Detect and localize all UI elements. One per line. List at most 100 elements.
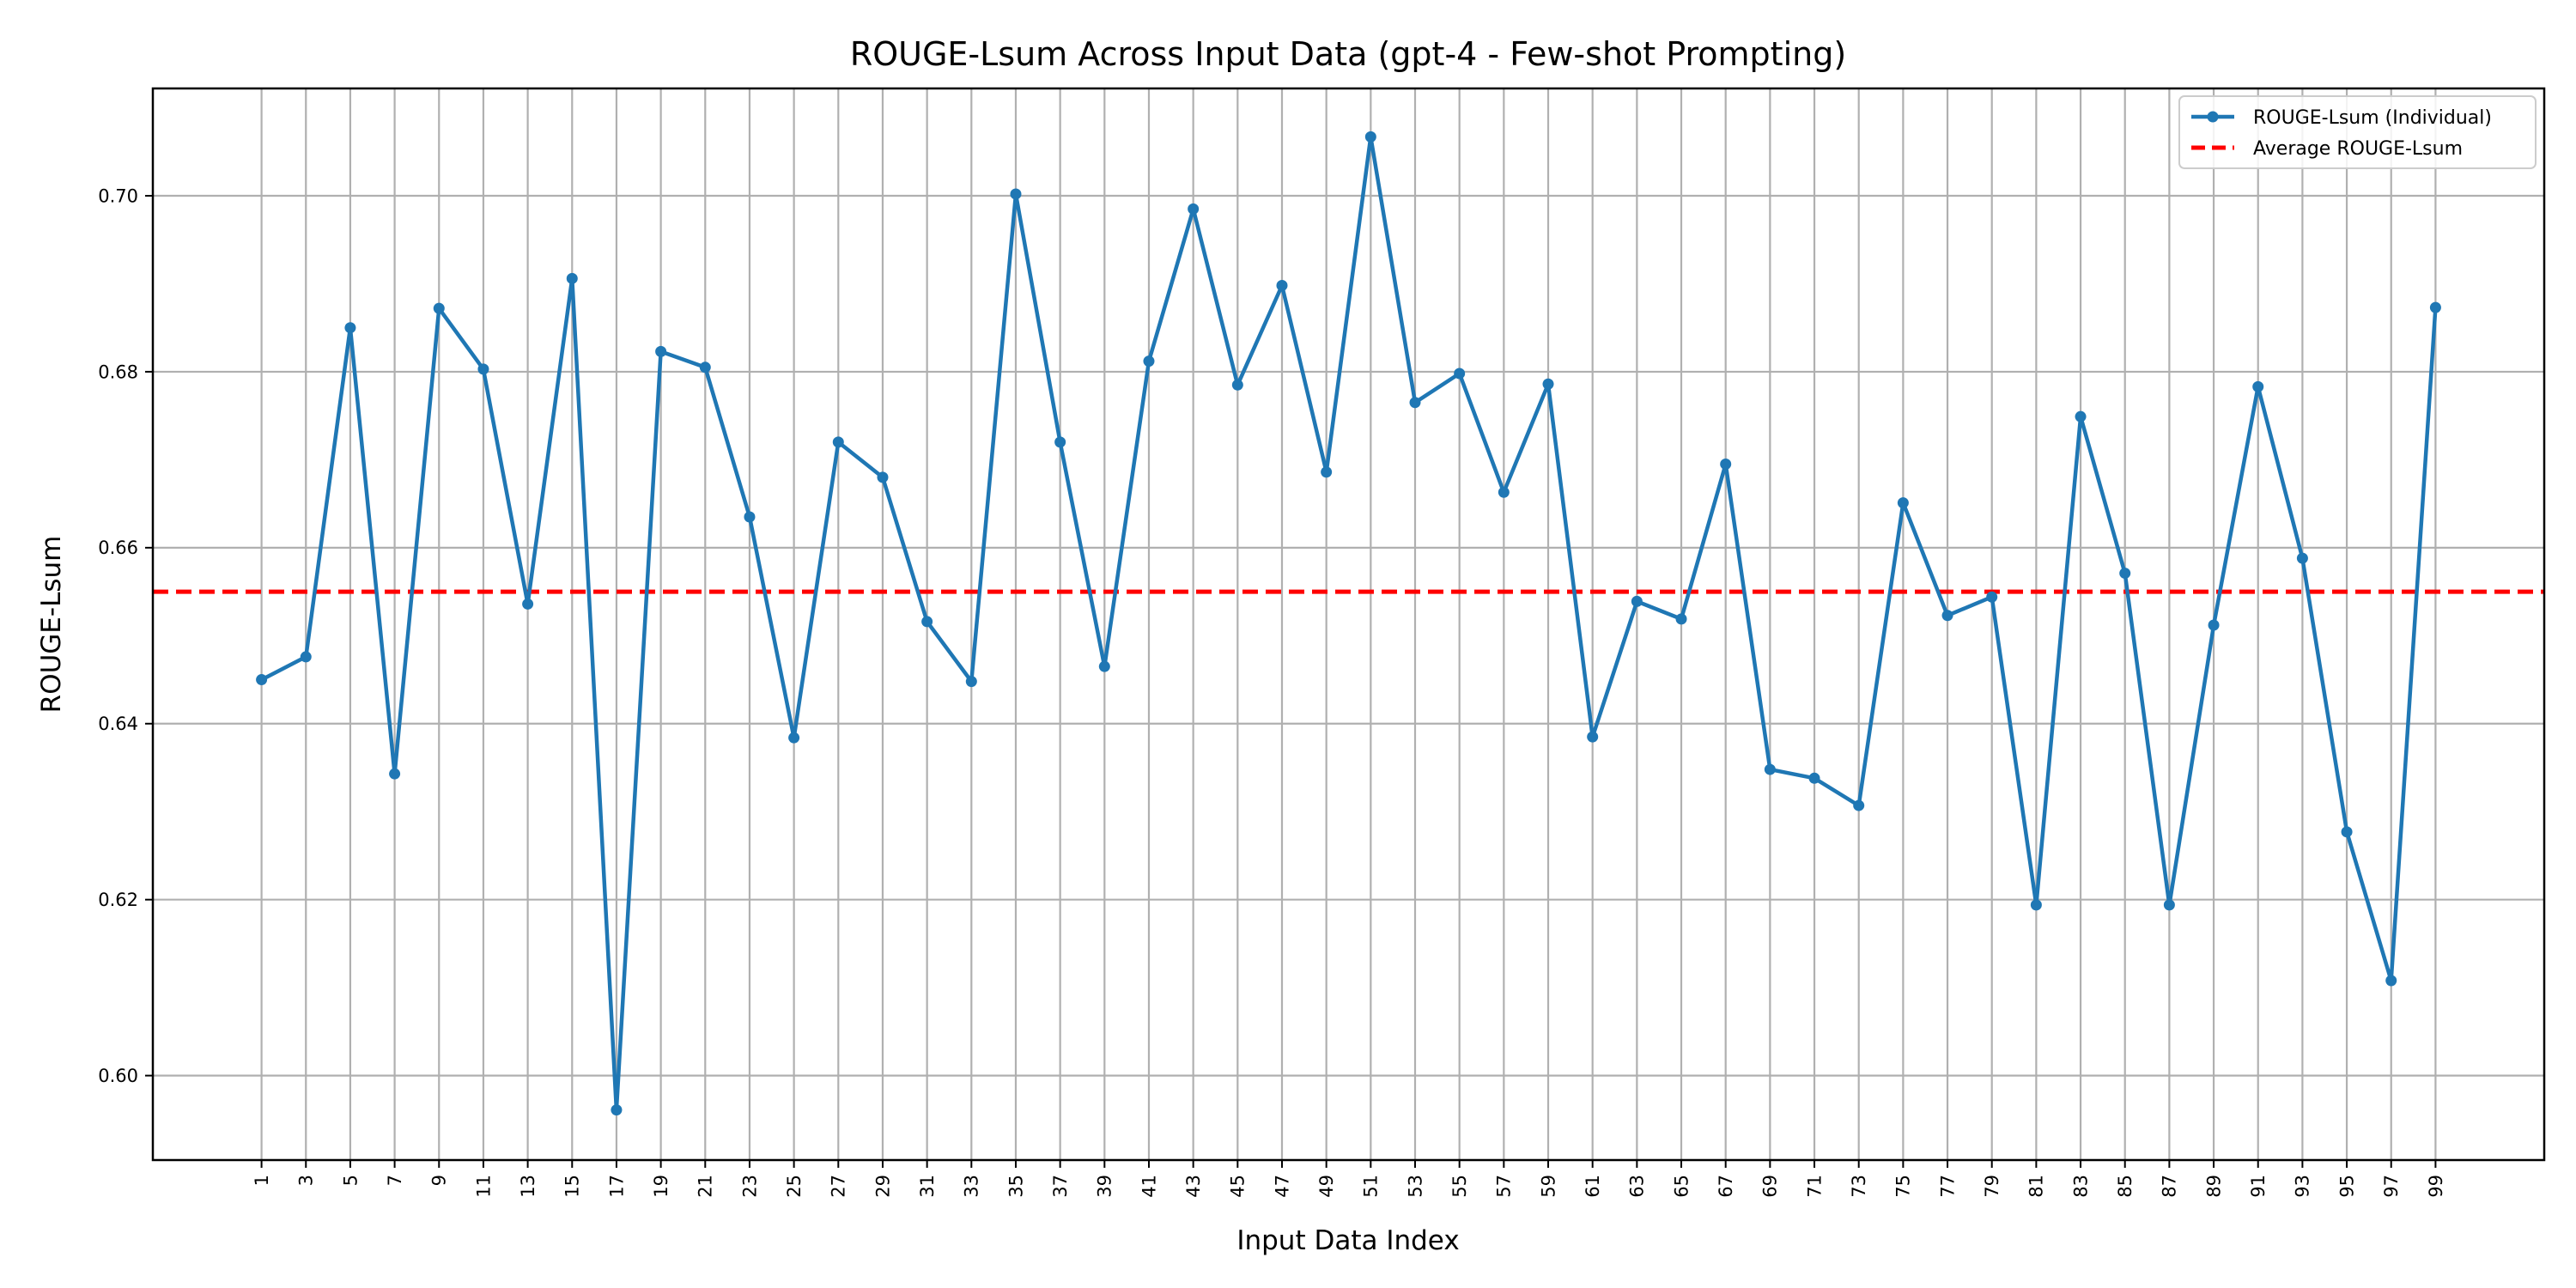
- x-tick-label: 11: [473, 1175, 494, 1198]
- x-tick-label: 51: [1361, 1175, 1382, 1198]
- series-line-individual: [259, 135, 2438, 1112]
- x-tick-label: 99: [2426, 1175, 2446, 1198]
- data-point: [1587, 731, 1599, 743]
- data-point: [1764, 763, 1776, 775]
- x-tick-label: 73: [1849, 1175, 1869, 1198]
- data-point: [1498, 486, 1510, 498]
- x-tick-label: 95: [2336, 1175, 2357, 1198]
- data-point: [256, 674, 268, 686]
- data-point: [1276, 280, 1288, 292]
- y-tick-label: 0.70: [98, 185, 138, 206]
- x-tick-label: 17: [606, 1175, 627, 1198]
- x-tick-label: 85: [2115, 1175, 2136, 1198]
- data-point: [1897, 497, 1909, 509]
- x-tick-label: 89: [2203, 1175, 2224, 1198]
- data-point: [965, 676, 977, 688]
- x-tick-label: 25: [784, 1175, 805, 1198]
- x-tick-label: 41: [1139, 1175, 1159, 1198]
- data-point: [2030, 899, 2042, 911]
- plot-data: [153, 131, 2544, 1116]
- data-point: [2208, 619, 2220, 631]
- data-point: [1364, 131, 1376, 143]
- data-point: [1143, 355, 1155, 368]
- axis-ticks: 1 3 5 7 9 11 13 15 17 19 21 23 25 27 29 31 33 35 37 39 41 43 4…: [98, 185, 2446, 1197]
- data-point: [611, 1104, 623, 1116]
- data-point: [1941, 610, 1953, 622]
- x-tick-label: 91: [2248, 1175, 2269, 1198]
- x-tick-label: 33: [962, 1175, 982, 1198]
- legend-box: [2178, 95, 2537, 169]
- x-tick-label: 31: [917, 1175, 938, 1198]
- data-point: [1409, 397, 1421, 409]
- x-tick-label: 55: [1449, 1175, 1470, 1198]
- x-tick-label: 67: [1716, 1175, 1736, 1198]
- y-tick-label: 0.68: [98, 361, 138, 382]
- y-tick-label: 0.62: [98, 890, 138, 910]
- data-point: [2341, 826, 2353, 838]
- x-tick-label: 75: [1893, 1175, 1914, 1198]
- data-point: [2075, 410, 2087, 422]
- x-tick-label: 19: [651, 1175, 671, 1198]
- x-tick-label: 9: [429, 1175, 450, 1186]
- data-point: [433, 302, 445, 314]
- data-point: [921, 616, 933, 628]
- data-point: [566, 272, 578, 284]
- y-axis-label: ROUGE-Lsum: [36, 536, 67, 714]
- data-point: [344, 322, 356, 334]
- x-tick-label: 13: [518, 1175, 538, 1198]
- data-point: [2429, 301, 2441, 313]
- x-tick-label: 1: [252, 1175, 272, 1186]
- data-point: [1808, 772, 1820, 784]
- x-tick-label: 79: [1982, 1175, 2002, 1198]
- data-point: [300, 651, 312, 663]
- data-point: [1675, 613, 1687, 625]
- data-point: [1054, 436, 1066, 448]
- x-tick-label: 83: [2070, 1175, 2091, 1198]
- data-point: [832, 436, 844, 448]
- y-tick-label: 0.66: [98, 538, 138, 558]
- data-point: [655, 345, 667, 357]
- data-point: [1321, 466, 1333, 478]
- x-tick-label: 35: [1005, 1175, 1026, 1198]
- x-tick-label: 47: [1272, 1175, 1292, 1198]
- x-tick-label: 57: [1494, 1175, 1515, 1198]
- chart-title: ROUGE-Lsum Across Input Data (gpt-4 - Fe…: [850, 35, 1846, 73]
- x-tick-label: 27: [829, 1175, 849, 1198]
- plot-frame: [151, 87, 2546, 1162]
- data-point: [699, 361, 711, 374]
- x-tick-label: 65: [1671, 1175, 1692, 1198]
- y-tick-label: 0.60: [98, 1066, 138, 1086]
- data-point: [1986, 591, 1998, 603]
- data-point: [2119, 568, 2131, 580]
- data-point: [1454, 368, 1466, 380]
- x-tick-label: 81: [2026, 1175, 2047, 1198]
- x-tick-label: 53: [1405, 1175, 1425, 1198]
- x-axis-label: Input Data Index: [1236, 1225, 1459, 1256]
- x-tick-label: 15: [562, 1175, 583, 1198]
- legend: ROUGE-Lsum (Individual) Average ROUGE-Ls…: [2178, 95, 2537, 169]
- data-point: [2385, 975, 2397, 987]
- legend-label-average: Average ROUGE-Lsum: [2253, 138, 2463, 160]
- data-point: [1098, 660, 1110, 672]
- x-tick-label: 3: [296, 1175, 317, 1186]
- x-tick-label: 59: [1538, 1175, 1558, 1198]
- x-tick-label: 7: [385, 1175, 405, 1186]
- x-tick-label: 97: [2381, 1175, 2402, 1198]
- data-point: [477, 363, 489, 375]
- data-point: [389, 768, 401, 780]
- x-tick-label: 77: [1937, 1175, 1958, 1198]
- x-tick-label: 43: [1183, 1175, 1204, 1198]
- gridlines: [153, 88, 2544, 1160]
- y-tick-label: 0.64: [98, 714, 138, 734]
- x-tick-label: 87: [2160, 1175, 2180, 1198]
- x-tick-label: 39: [1095, 1175, 1115, 1198]
- x-tick-label: 49: [1316, 1175, 1337, 1198]
- data-point: [2296, 552, 2308, 564]
- x-tick-label: 23: [739, 1175, 760, 1198]
- x-tick-label: 21: [696, 1175, 716, 1198]
- legend-label-individual: ROUGE-Lsum (Individual): [2253, 107, 2492, 129]
- data-point: [522, 598, 534, 610]
